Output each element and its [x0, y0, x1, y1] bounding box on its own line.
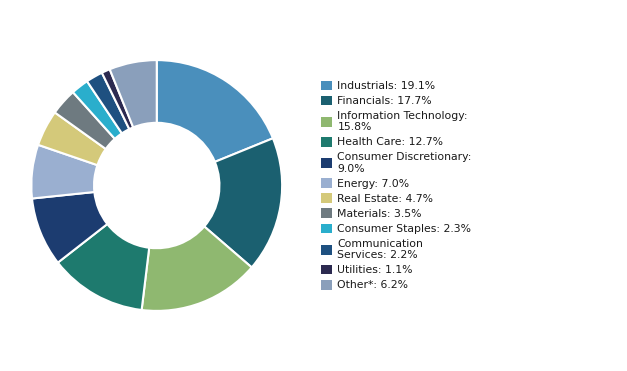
Wedge shape: [32, 192, 107, 263]
Wedge shape: [87, 73, 129, 133]
Wedge shape: [31, 145, 97, 198]
Wedge shape: [157, 60, 273, 162]
Wedge shape: [204, 138, 282, 267]
Wedge shape: [73, 81, 122, 139]
Wedge shape: [55, 92, 115, 149]
Wedge shape: [110, 60, 157, 127]
Wedge shape: [38, 112, 106, 165]
Wedge shape: [102, 69, 133, 129]
Wedge shape: [142, 226, 251, 311]
Wedge shape: [58, 224, 149, 310]
Legend: Industrials: 19.1%, Financials: 17.7%, Information Technology:
15.8%, Health Car: Industrials: 19.1%, Financials: 17.7%, I…: [319, 78, 474, 293]
